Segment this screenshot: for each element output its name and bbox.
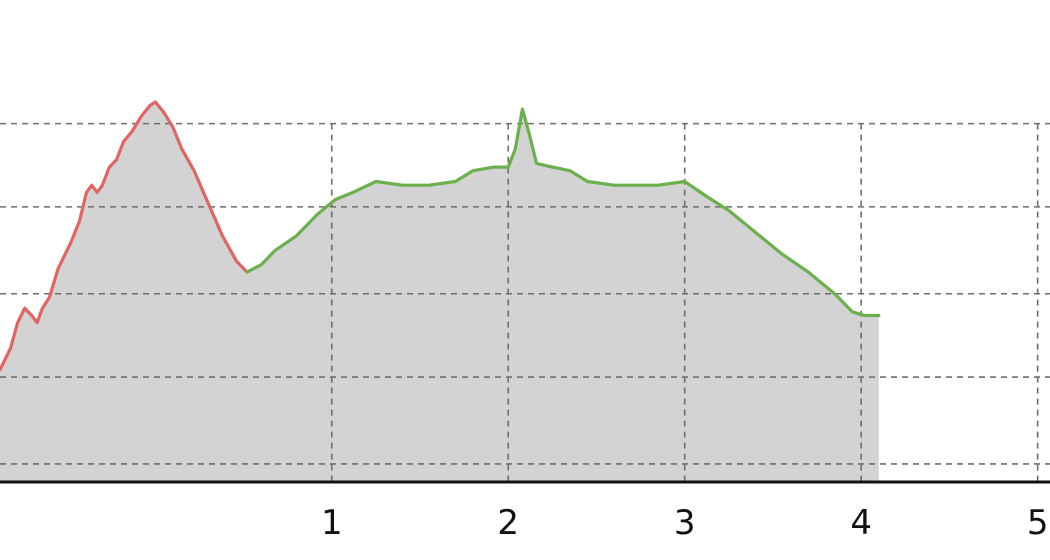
- series-line-1: [0, 100, 249, 372]
- x-tick-label-4: 4: [850, 503, 872, 543]
- x-tick-label-1: 1: [321, 503, 343, 543]
- grid: [0, 122, 1050, 482]
- series-lines: [0, 100, 881, 372]
- x-tick-label-3: 3: [674, 503, 696, 543]
- x-tick-label-5: 5: [1027, 503, 1049, 543]
- series-line-2: [245, 107, 881, 318]
- x-tick-label-2: 2: [497, 503, 519, 543]
- area-fill-layer: [0, 101, 879, 483]
- area-fill: [0, 101, 879, 483]
- x-tick-labels: 1 2 3 4 5: [321, 503, 1049, 543]
